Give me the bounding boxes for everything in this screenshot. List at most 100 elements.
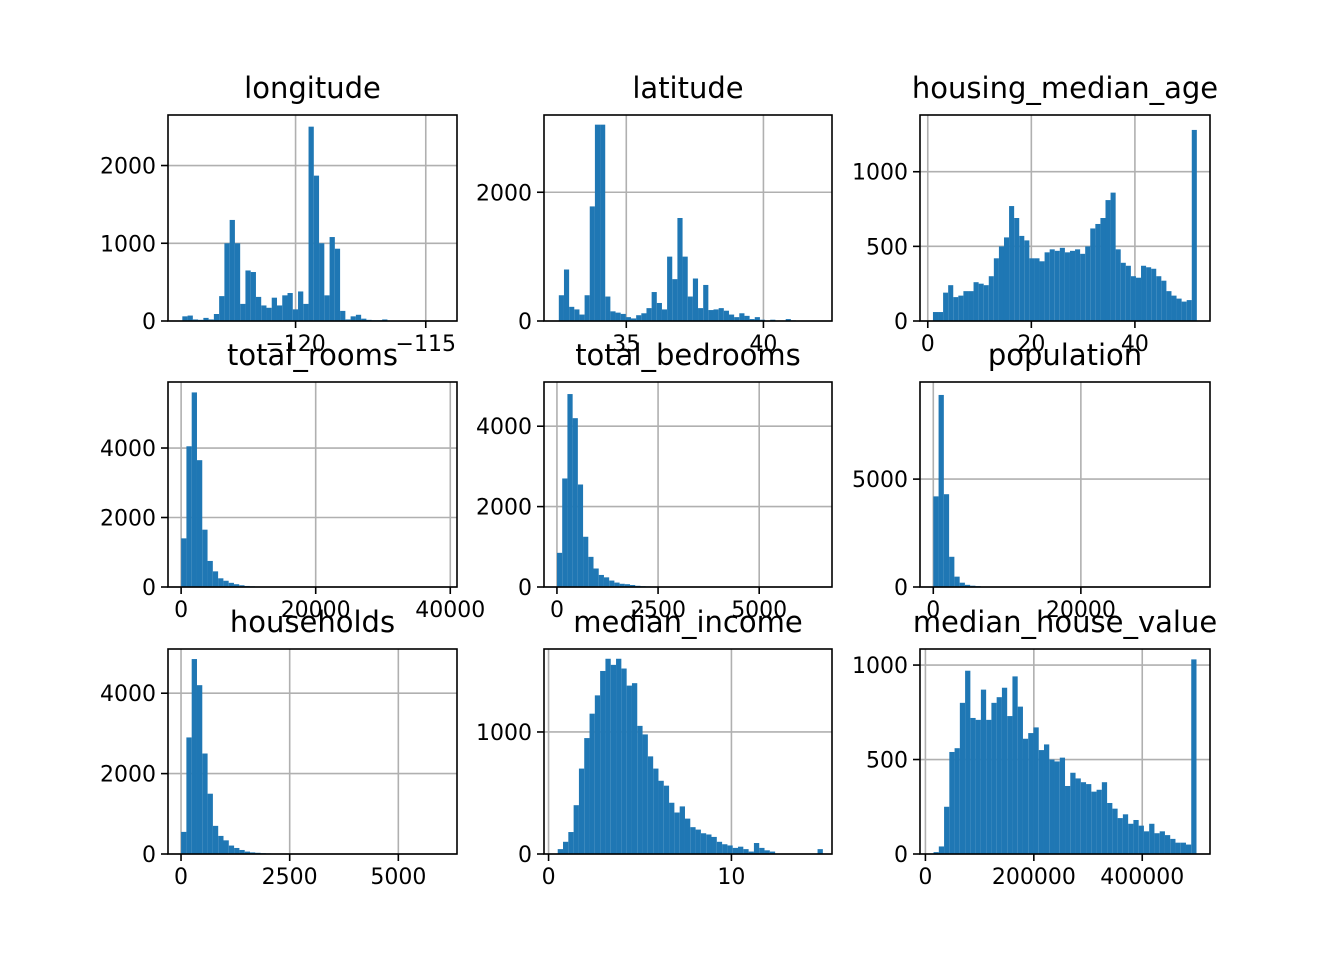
histogram-bar — [1091, 791, 1097, 854]
histogram-bar — [616, 658, 622, 854]
histogram-bar — [228, 845, 235, 854]
histogram-bar — [993, 258, 999, 321]
histogram-bar — [687, 296, 693, 321]
histogram-bar — [954, 576, 960, 587]
histogram-bar — [567, 394, 573, 587]
histogram-bar — [282, 295, 288, 321]
histogram-bar — [1017, 706, 1023, 854]
histogram-bar — [1003, 237, 1010, 321]
histogram-bar — [240, 303, 246, 321]
y-tick-label: 4000 — [100, 682, 156, 707]
histogram-bar — [674, 812, 680, 854]
histogram-bar — [968, 291, 974, 321]
histogram-bar — [1054, 761, 1060, 854]
y-tick-label: 4000 — [100, 437, 156, 462]
subplot-title: total_bedrooms — [575, 338, 801, 372]
histogram-bar — [605, 658, 611, 854]
histogram-bar — [614, 582, 620, 587]
histogram-bar — [1125, 265, 1131, 321]
subplot-housing-median-age: 0 20 40 0 500 1000 housing_median_age — [852, 71, 1218, 357]
histogram-bar — [233, 584, 240, 587]
histogram-bar — [319, 243, 325, 321]
histogram-bar — [1034, 258, 1040, 321]
histogram-bar — [271, 297, 277, 321]
histogram-bar — [1014, 218, 1020, 321]
histogram-bar — [1176, 298, 1182, 321]
histogram-bar — [229, 219, 235, 321]
axes-frame — [919, 114, 1211, 322]
histogram-bar — [932, 312, 939, 321]
subplot-longitude: −120 −115 0 1000 2000 longitude — [100, 71, 458, 357]
histogram-bar — [1141, 265, 1147, 321]
histogram-bar — [1143, 831, 1150, 854]
histogram-bar — [568, 832, 574, 854]
axes-frame — [167, 114, 458, 322]
histogram-bar — [1133, 819, 1139, 854]
histogram-bar — [558, 295, 564, 321]
histogram-bar — [1070, 772, 1076, 854]
histogram-bar — [589, 206, 595, 321]
x-tick-label: 400000 — [1100, 865, 1184, 890]
x-tick-label: −115 — [396, 332, 456, 357]
histogram-bar — [980, 689, 987, 854]
histogram-bar — [1105, 200, 1111, 321]
histogram-bar — [954, 748, 960, 854]
y-tick-label: 0 — [142, 576, 156, 601]
histogram-bar — [609, 580, 615, 587]
histogram-bar — [1007, 716, 1013, 854]
histogram-bar — [653, 768, 659, 854]
histogram-bar — [948, 285, 954, 321]
histogram-bar — [711, 836, 717, 854]
histogram-bar — [615, 312, 621, 321]
histogram-bar — [1069, 250, 1076, 321]
histogram-bar — [605, 296, 611, 321]
histogram-bar — [964, 584, 971, 587]
histogram-bar — [1029, 258, 1035, 321]
histogram-bar — [1044, 252, 1050, 321]
histogram-bar — [1151, 268, 1157, 321]
histogram-bar — [191, 392, 197, 587]
histogram-bar — [308, 126, 314, 322]
histogram-bar — [938, 312, 944, 321]
y-tick-label: 1000 — [100, 232, 156, 257]
y-tick-label: 0 — [518, 310, 532, 335]
histogram-bar — [1049, 759, 1055, 854]
histogram-bar — [1154, 833, 1160, 854]
histogram-bar — [287, 293, 293, 321]
histogram-bar — [298, 291, 304, 321]
histogram-bar — [938, 394, 944, 587]
x-tick-label: 0 — [550, 598, 564, 623]
histogram-bar — [684, 818, 691, 854]
histogram-bar — [965, 670, 971, 854]
histogram-bar — [988, 276, 994, 321]
histogram-bar — [572, 418, 578, 587]
histogram-bar — [769, 851, 776, 854]
histogram-bar — [817, 849, 823, 854]
x-tick-label: 0 — [542, 865, 556, 890]
histogram-bar — [722, 844, 728, 854]
histogram-bar — [759, 847, 765, 854]
x-tick-label: 20 — [1017, 332, 1045, 357]
subplot-latitude: 35 40 0 2000 latitude — [476, 71, 833, 357]
histogram-bar — [944, 806, 950, 854]
y-tick-label: 1000 — [852, 161, 908, 186]
histogram-bar — [261, 305, 267, 321]
histogram-bar — [1033, 727, 1039, 854]
y-tick-label: 1000 — [476, 721, 532, 746]
histogram-bar — [672, 279, 678, 321]
histogram-bar — [963, 291, 969, 321]
histogram-bar — [355, 314, 362, 321]
axes-frame — [167, 381, 458, 588]
histogram-bar — [1080, 782, 1087, 854]
histogram-bar — [1096, 789, 1102, 854]
y-tick-label: 0 — [894, 576, 908, 601]
histogram-bar — [557, 849, 564, 854]
histogram-bar — [202, 753, 208, 854]
x-tick-label: 40 — [749, 332, 777, 357]
y-tick-label: 4000 — [476, 415, 532, 440]
histogram-bar — [1054, 250, 1060, 321]
histogram-bar — [600, 670, 606, 854]
histogram-bar — [584, 738, 590, 854]
histogram-bar — [1012, 676, 1018, 854]
histogram-bar — [303, 303, 309, 321]
